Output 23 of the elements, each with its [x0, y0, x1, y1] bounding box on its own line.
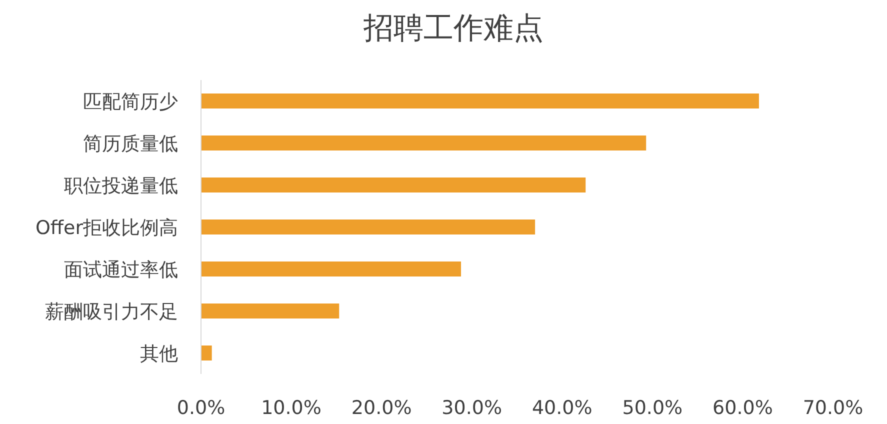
y-tick-label: Offer拒收比例高 [35, 217, 178, 239]
bar [201, 346, 212, 360]
bar [201, 178, 586, 192]
y-tick-label: 匹配简历少 [83, 91, 178, 113]
y-tick-label: 其他 [140, 343, 178, 365]
bar [201, 94, 759, 108]
y-tick-label: 简历质量低 [83, 133, 178, 155]
bar [201, 220, 536, 234]
y-tick-label: 面试通过率低 [64, 259, 178, 281]
y-tick-label: 职位投递量低 [64, 175, 178, 197]
x-tick-label: 20.0% [351, 397, 412, 419]
x-tick-label: 60.0% [712, 397, 773, 419]
y-tick-label: 薪酬吸引力不足 [45, 301, 178, 323]
chart-title: 招聘工作难点 [362, 11, 544, 46]
x-tick-label: 40.0% [532, 397, 592, 419]
x-tick-label: 0.0% [176, 397, 226, 419]
bar [201, 262, 462, 276]
bar [201, 304, 340, 318]
x-tick-label: 70.0% [802, 397, 864, 419]
bar [201, 136, 646, 150]
x-tick-label: 10.0% [261, 397, 322, 419]
x-tick-label: 30.0% [442, 397, 502, 419]
x-tick-label: 50.0% [622, 397, 683, 419]
